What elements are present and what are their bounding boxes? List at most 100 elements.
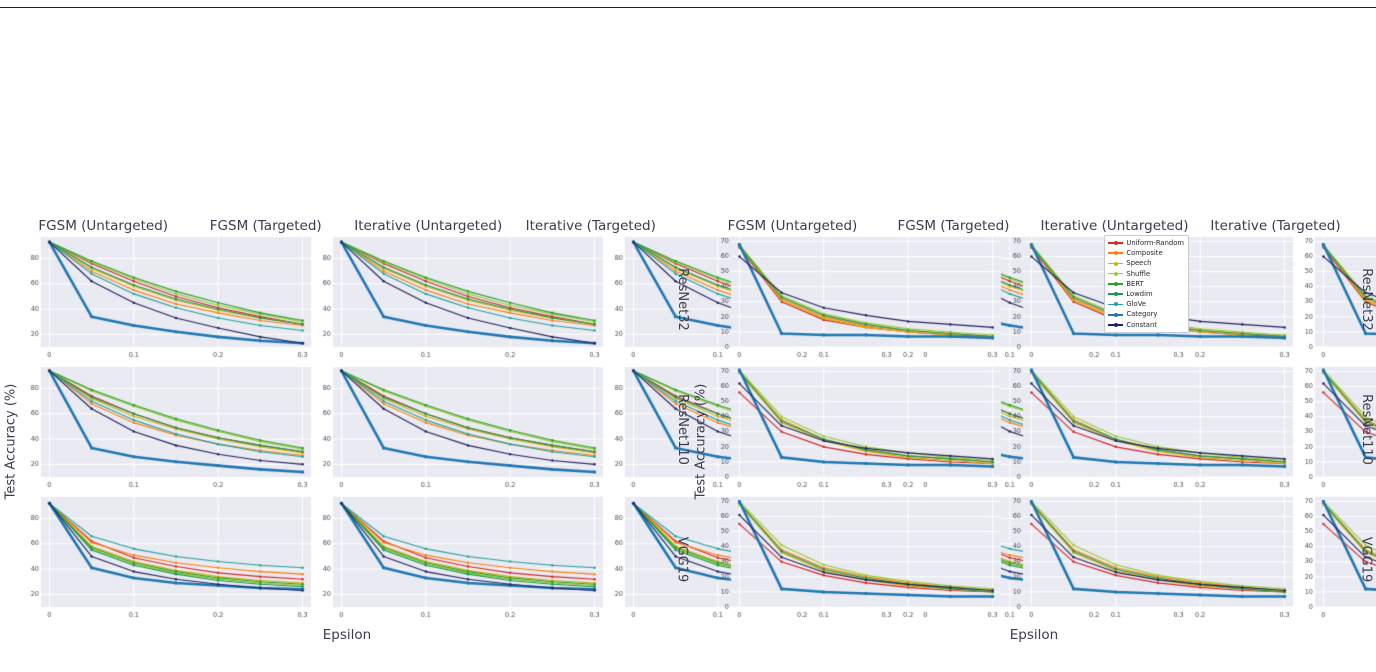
- subplot: [712, 364, 1004, 494]
- column-title: FGSM (Untargeted): [38, 218, 169, 234]
- column-title: FGSM (Targeted): [209, 218, 322, 234]
- subplot-canvas: [22, 364, 314, 490]
- legend-item: GloVe: [1108, 300, 1184, 308]
- row-label-slot: ResNet32: [1358, 234, 1374, 364]
- row-label-slot: ResNet110: [674, 364, 690, 494]
- legend-marker-dot: [1113, 241, 1118, 246]
- legend-item: Uniform-Random: [1108, 239, 1184, 247]
- subplot-canvas: [1296, 364, 1376, 490]
- subplot: [314, 494, 606, 624]
- legend-line-swatch: [1108, 241, 1124, 246]
- subplot-canvas: [314, 494, 606, 620]
- legend-item: Lowdim: [1108, 290, 1184, 298]
- subplot-canvas: [1004, 364, 1296, 490]
- legend-item: Shuffle: [1108, 270, 1184, 278]
- subplot: [22, 364, 314, 494]
- legend-marker-dot: [1113, 322, 1118, 327]
- legend-marker-dot: [1113, 251, 1118, 256]
- legend-label: Composite: [1126, 249, 1163, 258]
- subplot-canvas: [712, 494, 1004, 620]
- subplot-canvas: [1004, 494, 1296, 620]
- column-titles: FGSM (Untargeted) FGSM (Targeted) Iterativ…: [712, 212, 1356, 234]
- subplot: [712, 234, 1004, 364]
- column-title: FGSM (Untargeted): [727, 218, 858, 234]
- y-axis-label: Test Accuracy (%): [692, 234, 710, 648]
- subplot: [22, 234, 314, 364]
- legend-item: Composite: [1108, 249, 1184, 257]
- subplot-canvas: [712, 364, 1004, 490]
- legend-label: BERT: [1126, 279, 1144, 288]
- legend-label: Uniform-Random: [1126, 239, 1184, 247]
- legend-item: Category: [1108, 310, 1184, 318]
- figure-right-grid: Test Accuracy (%) FGSM (Untargeted) FGSM …: [692, 212, 1376, 668]
- legend-line-swatch: [1108, 251, 1124, 256]
- row-label: ResNet32: [674, 267, 690, 331]
- subplot: [314, 234, 606, 364]
- subplot-canvas: [1296, 234, 1376, 360]
- figure-left-grid: Test Accuracy (%) FGSM (Untargeted) FGSM …: [2, 212, 1190, 668]
- legend-marker-dot: [1113, 312, 1118, 317]
- legend-marker-dot: [1113, 292, 1118, 297]
- row-labels: ResNet32 ResNet110 VGG19: [1358, 234, 1374, 624]
- subplot: [1296, 494, 1376, 624]
- column-title: FGSM (Targeted): [897, 218, 1010, 234]
- subplot-canvas: [314, 234, 606, 360]
- y-axis-label-text: Test Accuracy (%): [693, 383, 709, 499]
- y-axis-label-text: Test Accuracy (%): [3, 383, 19, 499]
- subplot-canvas: [314, 364, 606, 490]
- y-axis-label: Test Accuracy (%): [2, 234, 20, 648]
- subplot: [22, 494, 314, 624]
- figure-body: FGSM (Untargeted) FGSM (Targeted) Iterativ…: [22, 212, 1190, 643]
- legend-marker-dot: [1113, 271, 1118, 276]
- legend-marker-dot: [1113, 261, 1118, 266]
- legend-label: Lowdim: [1126, 290, 1153, 299]
- row-label: ResNet110: [1358, 393, 1374, 465]
- column-title: Iterative (Targeted): [1210, 218, 1341, 234]
- subplot-grid: Uniform-Random Composite Speech Shuffle BERT…: [22, 234, 1190, 624]
- column-titles: FGSM (Untargeted) FGSM (Targeted) Iterativ…: [22, 212, 672, 234]
- plot-legend: Uniform-Random Composite Speech Shuffle BERT…: [1104, 235, 1189, 333]
- row-label: ResNet32: [1358, 267, 1374, 331]
- row-label-slot: VGG19: [1358, 494, 1374, 624]
- legend-label: GloVe: [1126, 300, 1146, 309]
- row-label: ResNet110: [674, 393, 690, 465]
- figure-body: FGSM (Untargeted) FGSM (Targeted) Iterativ…: [712, 212, 1376, 643]
- legend-item: Speech: [1108, 259, 1184, 267]
- subplot: [1004, 494, 1296, 624]
- legend-line-swatch: [1108, 312, 1124, 317]
- legend-label: Constant: [1126, 320, 1157, 329]
- row-label-slot: ResNet110: [1358, 364, 1374, 494]
- subplot: [1004, 364, 1296, 494]
- legend-line-swatch: [1108, 261, 1124, 266]
- row-label: VGG19: [674, 536, 690, 582]
- legend-line-swatch: [1108, 281, 1124, 286]
- row-label-slot: ResNet32: [674, 234, 690, 364]
- column-title: Iterative (Targeted): [525, 218, 656, 234]
- legend-line-swatch: [1108, 271, 1124, 276]
- column-title: Iterative (Untargeted): [354, 218, 503, 234]
- row-label: VGG19: [1358, 536, 1374, 582]
- legend-label: Shuffle: [1126, 269, 1151, 278]
- column-title: Iterative (Untargeted): [1040, 218, 1189, 234]
- subplot-canvas: [22, 494, 314, 620]
- row-label-slot: VGG19: [674, 494, 690, 624]
- row-labels: ResNet32 ResNet110 VGG19: [674, 234, 690, 624]
- legend-label: Category: [1126, 310, 1158, 319]
- legend-line-swatch: [1108, 292, 1124, 297]
- legend-item: BERT: [1108, 280, 1184, 288]
- subplot-canvas: [712, 234, 1004, 360]
- legend-label: Speech: [1126, 259, 1152, 268]
- legend-marker-dot: [1113, 302, 1118, 307]
- page-top-rule: [0, 7, 1376, 8]
- subplot: [314, 364, 606, 494]
- legend-line-swatch: [1108, 302, 1124, 307]
- legend-item: Constant: [1108, 321, 1184, 329]
- legend-line-swatch: [1108, 322, 1124, 327]
- subplot-canvas: [22, 234, 314, 360]
- x-axis-label: Epsilon: [1009, 627, 1059, 643]
- subplot: [712, 494, 1004, 624]
- subplot-canvas: [1296, 494, 1376, 620]
- subplot: [1296, 234, 1376, 364]
